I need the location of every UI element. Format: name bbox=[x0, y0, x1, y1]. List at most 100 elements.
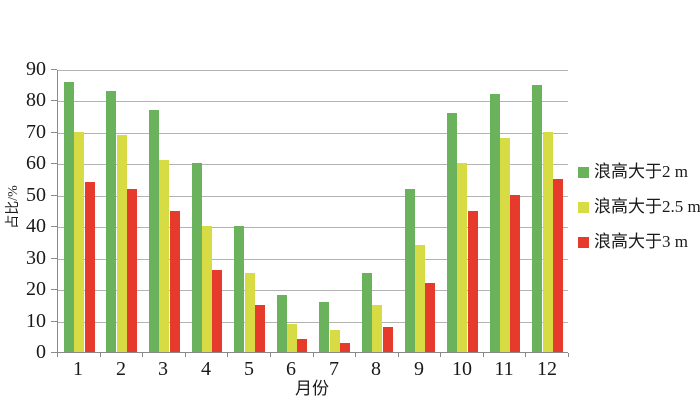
gridline bbox=[58, 227, 568, 228]
y-tick-label: 50 bbox=[26, 184, 46, 206]
bar-month-1-series-1 bbox=[63, 81, 74, 352]
y-tick-label: 70 bbox=[26, 121, 46, 143]
x-tick-label: 4 bbox=[201, 358, 211, 380]
bar-month-11-series-3 bbox=[510, 194, 521, 352]
x-tick-label: 12 bbox=[537, 358, 557, 380]
x-tick-label: 1 bbox=[73, 358, 83, 380]
legend-label: 浪高大于2.5 m bbox=[594, 197, 700, 216]
legend-item-1: 浪高大于2 m bbox=[578, 161, 700, 183]
bar-month-12-series-1 bbox=[532, 84, 543, 352]
y-tick bbox=[51, 132, 57, 133]
bar-month-4-series-3 bbox=[212, 270, 223, 352]
gridline bbox=[58, 259, 568, 260]
bar-month-10-series-3 bbox=[467, 210, 478, 352]
x-tick bbox=[398, 353, 399, 357]
x-tick bbox=[227, 353, 228, 357]
bar-month-9-series-1 bbox=[404, 188, 415, 352]
bar-month-12-series-2 bbox=[542, 131, 553, 352]
y-tick bbox=[51, 69, 57, 70]
bar-month-11-series-1 bbox=[489, 94, 500, 352]
x-tick-label: 8 bbox=[371, 358, 381, 380]
y-tick bbox=[51, 289, 57, 290]
x-tick bbox=[100, 353, 101, 357]
bar-month-2-series-1 bbox=[106, 91, 117, 352]
x-axis-title: 月份 bbox=[295, 379, 329, 398]
y-tick-label: 60 bbox=[26, 152, 46, 174]
x-tick-label: 11 bbox=[494, 358, 514, 380]
bar-month-4-series-2 bbox=[201, 226, 212, 352]
y-tick-label: 30 bbox=[26, 247, 46, 269]
x-tick-label: 7 bbox=[329, 358, 339, 380]
bar-month-7-series-1 bbox=[319, 301, 330, 352]
gridline bbox=[58, 196, 568, 197]
y-tick bbox=[51, 195, 57, 196]
bar-month-1-series-2 bbox=[74, 131, 85, 352]
y-tick bbox=[51, 321, 57, 322]
y-tick bbox=[51, 226, 57, 227]
y-tick-label: 80 bbox=[26, 89, 46, 111]
gridline bbox=[58, 70, 568, 71]
y-tick-label: 0 bbox=[36, 341, 46, 363]
bar-month-9-series-2 bbox=[414, 245, 425, 352]
x-tick bbox=[185, 353, 186, 357]
gridline bbox=[58, 133, 568, 134]
bar-month-6-series-3 bbox=[297, 339, 308, 352]
y-tick-label: 10 bbox=[26, 310, 46, 332]
bar-month-8-series-3 bbox=[382, 326, 393, 352]
x-tick-label: 9 bbox=[414, 358, 424, 380]
bar-month-6-series-2 bbox=[287, 323, 297, 352]
y-tick-label: 40 bbox=[26, 215, 46, 237]
bar-month-10-series-1 bbox=[447, 113, 457, 352]
plot-area bbox=[57, 70, 568, 353]
legend-swatch-icon bbox=[578, 236, 589, 248]
x-tick bbox=[313, 353, 314, 357]
bar-month-12-series-3 bbox=[552, 179, 563, 352]
x-tick bbox=[568, 353, 569, 357]
legend-item-2: 浪高大于2.5 m bbox=[578, 196, 700, 218]
x-tick bbox=[355, 353, 356, 357]
legend-swatch-icon bbox=[578, 166, 589, 178]
bar-month-1-series-3 bbox=[84, 182, 95, 352]
bar-month-2-series-2 bbox=[116, 135, 127, 352]
x-tick-label: 10 bbox=[452, 358, 472, 380]
bar-month-3-series-1 bbox=[149, 109, 159, 352]
bar-month-3-series-2 bbox=[159, 160, 170, 352]
x-tick bbox=[483, 353, 484, 357]
gridline bbox=[58, 164, 568, 165]
legend-label: 浪高大于2 m bbox=[594, 162, 688, 181]
x-tick bbox=[142, 353, 143, 357]
legend-swatch-icon bbox=[578, 201, 589, 213]
x-tick bbox=[270, 353, 271, 357]
bar-month-8-series-1 bbox=[361, 273, 372, 352]
x-tick-label: 6 bbox=[286, 358, 296, 380]
x-tick bbox=[440, 353, 441, 357]
bar-month-11-series-2 bbox=[500, 138, 510, 352]
bar-month-10-series-2 bbox=[457, 163, 468, 352]
y-tick-label: 90 bbox=[26, 58, 46, 80]
y-tick bbox=[51, 163, 57, 164]
y-tick bbox=[51, 100, 57, 101]
x-tick-label: 2 bbox=[116, 358, 126, 380]
x-tick-label: 5 bbox=[244, 358, 254, 380]
y-tick bbox=[51, 258, 57, 259]
bar-month-7-series-2 bbox=[329, 330, 340, 352]
legend-label: 浪高大于3 m bbox=[594, 232, 688, 251]
bar-month-7-series-3 bbox=[340, 342, 350, 352]
bar-month-5-series-3 bbox=[254, 304, 265, 352]
gridline bbox=[58, 322, 568, 323]
x-tick bbox=[57, 353, 58, 357]
bar-month-2-series-3 bbox=[127, 188, 137, 352]
y-tick bbox=[51, 352, 57, 353]
bar-month-3-series-3 bbox=[169, 210, 180, 352]
x-tick bbox=[525, 353, 526, 357]
y-tick-label: 20 bbox=[26, 278, 46, 300]
bar-month-4-series-1 bbox=[191, 163, 202, 352]
bar-month-5-series-2 bbox=[244, 273, 255, 352]
gridline bbox=[58, 290, 568, 291]
legend-item-3: 浪高大于3 m bbox=[578, 231, 700, 253]
bar-month-5-series-1 bbox=[234, 226, 245, 352]
legend: 浪高大于2 m 浪高大于2.5 m 浪高大于3 m bbox=[578, 161, 700, 266]
bar-month-8-series-2 bbox=[372, 304, 383, 352]
x-tick-label: 3 bbox=[158, 358, 168, 380]
